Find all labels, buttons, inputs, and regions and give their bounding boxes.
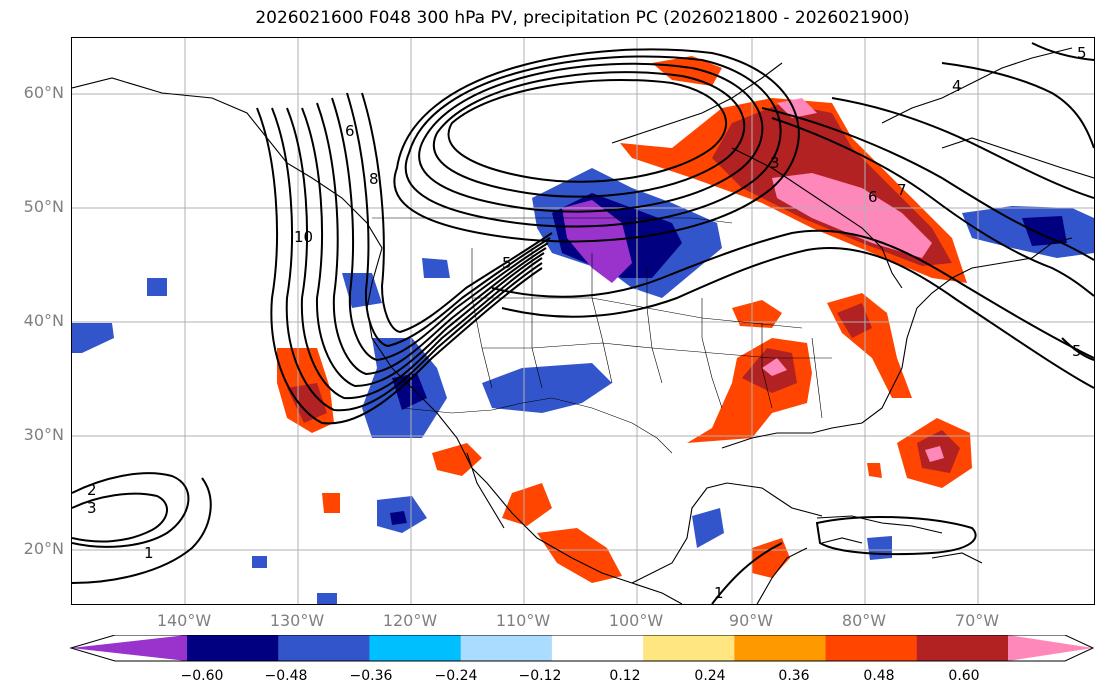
lon-label-80w: 80°W <box>841 611 887 630</box>
colorbar-tick-6: 0.24 <box>694 668 726 684</box>
lon-label-110w: 110°W <box>495 611 551 630</box>
lon-label-120w: 120°W <box>382 611 438 630</box>
pv-label-3-hudson: 3 <box>770 154 780 172</box>
colorbar-segment-6 <box>643 635 735 661</box>
colorbar-segment-2 <box>278 635 370 661</box>
precip-positive-central-america <box>537 528 622 583</box>
pv-label-10-jet: 10 <box>294 228 313 246</box>
colorbar-tick-8: 0.48 <box>863 668 895 684</box>
precip-strong-negative-newengland <box>1022 216 1067 246</box>
lon-label-100w: 100°W <box>608 611 664 630</box>
colorbar-segment-5 <box>551 635 644 661</box>
pv-label-5-north: 5 <box>1077 44 1087 62</box>
lat-label-30n: 30°N <box>23 425 64 444</box>
political-borders <box>372 217 832 454</box>
pv-label-6-east: 6 <box>868 188 878 206</box>
pv-label-3-pacific: 3 <box>87 499 97 517</box>
lon-label-90w: 90°W <box>728 611 774 630</box>
lat-label-20n: 20°N <box>23 539 64 558</box>
colorbar-outline <box>69 635 1095 662</box>
lat-label-50n: 50°N <box>23 197 64 216</box>
graticule <box>72 38 1094 604</box>
precip-fills <box>72 56 1094 604</box>
lat-label-40n: 40°N <box>23 311 64 330</box>
pv-label-4-north: 4 <box>952 77 962 95</box>
precip-positive-mid <box>732 300 782 328</box>
precip-strong-eastcoast <box>837 303 872 338</box>
colorbar-tick-4: −0.12 <box>518 668 562 684</box>
colorbar-segment-3 <box>369 635 462 661</box>
colorbar-segment-9 <box>916 635 1009 661</box>
colorbar-tick-0: −0.60 <box>180 668 224 684</box>
pv-label-7-east: 7 <box>897 181 907 199</box>
precip-strong-negative-baja <box>390 511 407 525</box>
colorbar-segment-7 <box>734 635 827 661</box>
precip-negative-cuba <box>867 536 892 560</box>
lat-label-60n: 60°N <box>23 83 64 102</box>
lon-label-130w: 130°W <box>269 611 325 630</box>
pv-label-1-caribbean: 1 <box>714 584 724 602</box>
pv-label-5-plains: 5 <box>502 254 512 272</box>
precip-negative-small-sw <box>252 556 267 568</box>
colorbar-tick-5: 0.12 <box>609 668 641 684</box>
precip-max-southeast <box>762 358 787 376</box>
precip-negative-gulf-mx <box>692 508 724 548</box>
precip-positive-eastcoast <box>827 293 912 398</box>
colorbar-tick-2: −0.36 <box>349 668 393 684</box>
precip-negative-texas <box>482 363 612 413</box>
pv-label-2-pacific: 2 <box>87 481 97 499</box>
colorbar-segments <box>71 635 1093 661</box>
colorbar-tick-1: −0.48 <box>264 668 308 684</box>
pv-label-5-east: 5 <box>1072 342 1082 360</box>
colorbar-segment-10 <box>1008 635 1093 661</box>
precip-positive-mexico <box>502 483 552 526</box>
precip-strong-pacific <box>287 383 327 423</box>
precip-positive-north <box>652 56 722 86</box>
coastlines <box>72 47 1094 604</box>
colorbar-segment-0 <box>71 635 187 661</box>
colorbar-tick-7: 0.36 <box>778 668 810 684</box>
pv-contour-labels: 5 4 6 8 10 3 6 7 5 5 2 3 1 1 <box>87 44 1087 602</box>
colorbar-tick-3: −0.24 <box>434 668 478 684</box>
colorbar-tick-9: 0.60 <box>948 668 980 684</box>
precip-max-atlantic <box>925 446 944 462</box>
precip-positive-small-1 <box>322 493 340 513</box>
colorbar-segment-1 <box>187 635 279 661</box>
map-canvas: 5 4 6 8 10 3 6 7 5 5 2 3 1 1 <box>72 38 1094 604</box>
precip-negative-pacific-small <box>147 278 167 296</box>
precip-negative-small-s <box>317 593 337 604</box>
pv-label-6-jet: 6 <box>345 122 355 140</box>
map-title: 2026021600 F048 300 hPa PV, precipitatio… <box>255 8 910 28</box>
precip-max-hudson-north <box>777 98 817 118</box>
precip-positive-caribbean <box>752 538 790 578</box>
precip-positive-gulf <box>867 463 882 478</box>
precip-negative-pacific-far <box>72 323 114 353</box>
colorbar-segment-4 <box>460 635 553 661</box>
precip-positive-mexico-west <box>432 443 482 476</box>
pv-label-1-pacific: 1 <box>144 544 154 562</box>
pv-label-8-jet: 8 <box>369 170 379 188</box>
lon-label-140w: 140°W <box>156 611 212 630</box>
lon-label-70w: 70°W <box>954 611 1000 630</box>
colorbar <box>69 635 1095 662</box>
pv-contours <box>72 42 1094 604</box>
precip-negative-nw2 <box>422 258 450 278</box>
map-frame: 5 4 6 8 10 3 6 7 5 5 2 3 1 1 <box>71 37 1095 605</box>
colorbar-segment-8 <box>825 635 918 661</box>
precip-negative-nw <box>342 273 382 308</box>
